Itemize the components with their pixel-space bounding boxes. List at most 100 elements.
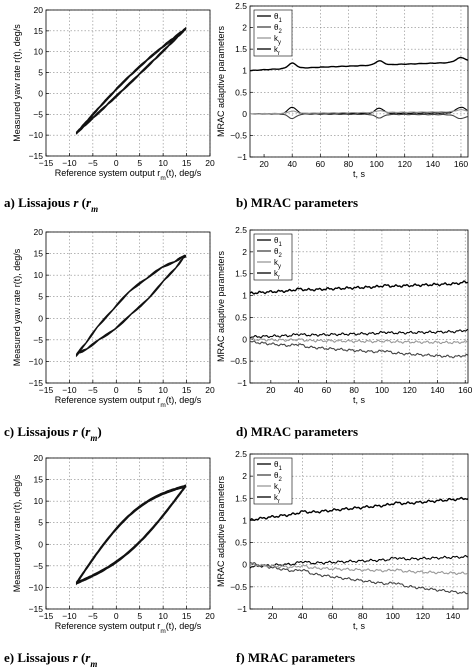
- x-tick-label: 80: [349, 385, 359, 395]
- x-tick-label: −10: [62, 385, 77, 395]
- x-tick-label: 140: [430, 385, 444, 395]
- x-axis-label-post: (t), deg/s: [166, 395, 202, 405]
- y-tick-label: −5: [33, 335, 43, 345]
- x-tick-label: 20: [205, 158, 215, 168]
- legend-label-main: k: [274, 493, 279, 502]
- x-tick-label: −10: [62, 158, 77, 168]
- figure-caption: e) Lissajous r (rm: [4, 650, 97, 668]
- caption-paren: (: [78, 424, 86, 439]
- y-tick-label: 0: [242, 334, 247, 344]
- x-axis-label: Reference system output rm(t), deg/s: [55, 621, 202, 635]
- y-tick-label: −15: [29, 378, 44, 388]
- legend-label-kr: kr: [274, 45, 280, 57]
- y-tick-label: −1: [237, 604, 247, 614]
- legend-label-main: θ: [274, 460, 279, 469]
- chart-f: 20 40 60 80 100 120 140 −1 −0.5 0 0.5 1 1.5 2 2.5 t, s M…: [216, 449, 469, 665]
- y-axis-label: Measured yaw rate r(t), deg/s: [12, 24, 22, 142]
- x-axis-label-post: (t), deg/s: [166, 168, 202, 178]
- x-tick-label: −15: [39, 611, 54, 621]
- legend-label-θ1: θ1: [274, 460, 282, 472]
- legend-label-main: θ: [274, 247, 279, 256]
- legend-label-kr: kr: [274, 493, 280, 505]
- y-tick-label: 0: [38, 88, 43, 98]
- y-tick-label: 0.5: [235, 312, 247, 322]
- legend-label-sub: y: [278, 40, 281, 46]
- y-tick-label: −10: [29, 582, 44, 592]
- x-tick-label: 100: [369, 159, 383, 169]
- y-tick-label: −1: [237, 378, 247, 388]
- y-tick-label: −5: [33, 109, 43, 119]
- x-tick-label: 5: [137, 158, 142, 168]
- x-tick-label: 60: [322, 385, 332, 395]
- y-tick-label: −10: [29, 130, 44, 140]
- x-tick-label: 0: [114, 158, 119, 168]
- legend-label-sub: r: [278, 51, 280, 57]
- y-tick-label: 15: [34, 475, 44, 485]
- caption-rm: r: [85, 424, 91, 439]
- series-line-θ1: [250, 554, 468, 569]
- y-tick-label: 2: [242, 471, 247, 481]
- x-tick-label: 10: [158, 385, 168, 395]
- y-tick-label: 0: [38, 539, 43, 549]
- x-tick-label: 100: [375, 385, 389, 395]
- plot-frame: [45, 457, 211, 610]
- caption-paren: (: [78, 650, 86, 665]
- caption-rm-sub: m: [90, 433, 97, 443]
- x-tick-label: 10: [158, 158, 168, 168]
- chart-a: −15 −10 −5 0 5 10 15 20−15−10−505101520Referenc…: [4, 5, 215, 214]
- x-tick-label: 40: [298, 611, 308, 621]
- x-tick-label: 20: [268, 611, 278, 621]
- caption-prefix: a) Lissajous: [4, 195, 73, 210]
- y-tick-label: 20: [34, 227, 44, 237]
- caption-prefix: e) Lissajous: [4, 650, 73, 665]
- x-tick-label: 5: [137, 385, 142, 395]
- chart-b: 20 40 60 80 100 120 140 160 −1 −0.5 0 0.5 1 1.5 2 2.5 t,…: [216, 1, 469, 210]
- y-tick-label: 1: [242, 291, 247, 301]
- plot-frame: [249, 5, 469, 158]
- x-tick-label: 15: [182, 385, 192, 395]
- series-line-kr: [250, 280, 468, 295]
- y-tick-label: −1: [237, 152, 247, 162]
- legend-label-θ2: θ2: [274, 247, 282, 259]
- legend-label-main: θ: [274, 236, 279, 245]
- y-tick-label: 2.5: [235, 1, 247, 11]
- x-tick-label: −15: [39, 158, 54, 168]
- legend-label-main: k: [274, 258, 279, 267]
- x-tick-label: 140: [446, 611, 460, 621]
- series-line-kr: [250, 496, 468, 522]
- x-axis-label-sub: m: [160, 402, 165, 409]
- series-line-θ2: [250, 561, 468, 595]
- x-axis-label-post: (t), deg/s: [166, 621, 202, 631]
- legend-label-sub: 2: [278, 253, 282, 259]
- x-tick-label: −5: [88, 611, 98, 621]
- y-tick-label: 1: [242, 515, 247, 525]
- plot-frame: [249, 229, 469, 384]
- y-tick-label: 0: [242, 560, 247, 570]
- legend-label-main: k: [274, 45, 279, 54]
- x-axis-label-sub: m: [160, 628, 165, 635]
- plot-frame: [45, 231, 211, 384]
- y-axis-label: Measured yaw rate r(t), deg/s: [12, 248, 22, 366]
- x-tick-label: 40: [287, 159, 297, 169]
- y-tick-label: 1.5: [235, 269, 247, 279]
- x-tick-label: 0: [114, 611, 119, 621]
- y-tick-label: −0.5: [230, 356, 247, 366]
- x-tick-label: 60: [316, 159, 326, 169]
- y-axis-label: MRAC adaptive parameters: [216, 250, 226, 362]
- y-tick-label: 2: [242, 23, 247, 33]
- chart-e: −15 −10 −5 0 5 10 15 20−15−10−505101520Referenc…: [4, 453, 215, 668]
- y-axis-label: MRAC adaptive parameters: [216, 25, 226, 137]
- legend-label-main: θ: [274, 12, 279, 21]
- x-tick-label: 80: [344, 159, 354, 169]
- y-tick-label: −10: [29, 356, 44, 366]
- y-tick-label: 2: [242, 247, 247, 257]
- x-tick-label: 20: [266, 385, 276, 395]
- series-line-θ1: [250, 106, 468, 115]
- plot-frame: [45, 9, 211, 157]
- legend-label-sub: r: [278, 499, 280, 505]
- x-axis-label-pre: Reference system output r: [55, 395, 161, 405]
- x-tick-label: −5: [88, 158, 98, 168]
- figure-caption: c) Lissajous r (rm): [4, 424, 102, 443]
- y-tick-label: 15: [34, 26, 44, 36]
